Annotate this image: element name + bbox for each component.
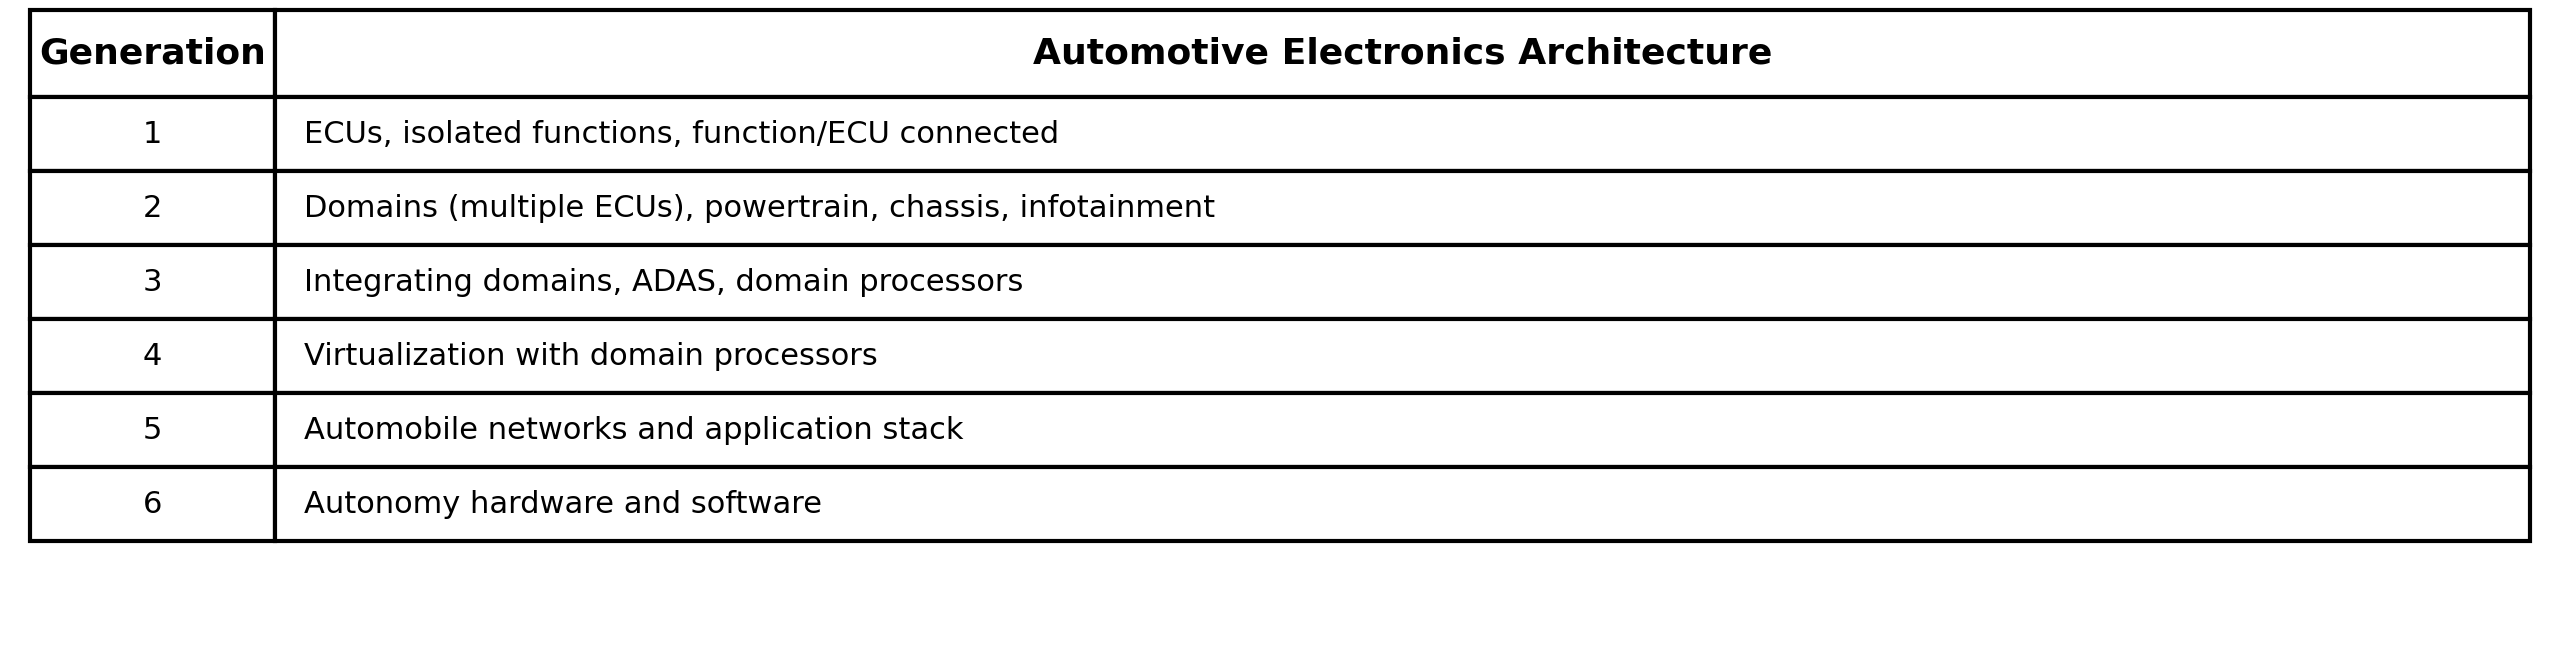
Bar (31, 10, 274, 97)
Text: 5: 5 (143, 416, 161, 445)
Text: ECUs, isolated functions, function/ECU connected: ECUs, isolated functions, function/ECU c… (305, 120, 1060, 149)
Bar (274, 467, 2529, 541)
Text: Integrating domains, ADAS, domain processors: Integrating domains, ADAS, domain proces… (305, 268, 1024, 297)
Bar (274, 245, 2529, 319)
Bar (31, 393, 274, 467)
Bar (31, 245, 274, 319)
Text: Automobile networks and application stack: Automobile networks and application stac… (305, 416, 965, 445)
Text: Domains (multiple ECUs), powertrain, chassis, infotainment: Domains (multiple ECUs), powertrain, cha… (305, 194, 1216, 223)
Text: Autonomy hardware and software: Autonomy hardware and software (305, 490, 822, 518)
Text: Generation: Generation (38, 36, 266, 71)
Text: 6: 6 (143, 490, 161, 518)
Bar (31, 467, 274, 541)
Text: Automotive Electronics Architecture: Automotive Electronics Architecture (1032, 36, 1772, 71)
Bar (31, 97, 274, 171)
Bar (31, 171, 274, 245)
Bar (274, 393, 2529, 467)
Text: 4: 4 (143, 342, 161, 371)
Bar (274, 171, 2529, 245)
Text: 1: 1 (143, 120, 161, 149)
Bar (274, 10, 2529, 97)
Text: 2: 2 (143, 194, 161, 223)
Bar (31, 319, 274, 393)
Bar (274, 319, 2529, 393)
Text: 3: 3 (143, 268, 161, 297)
Bar (274, 97, 2529, 171)
Text: Virtualization with domain processors: Virtualization with domain processors (305, 342, 878, 371)
